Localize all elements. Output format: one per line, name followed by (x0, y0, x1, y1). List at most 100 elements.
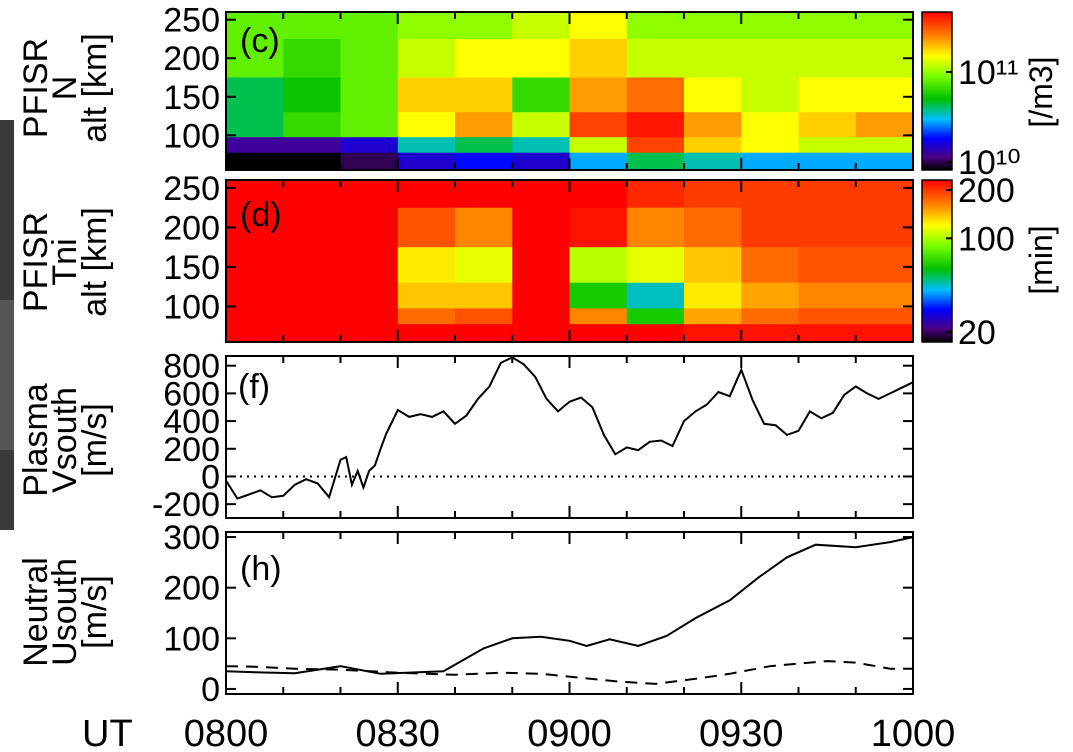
ylabel-line: Tni (46, 238, 84, 285)
heat-cell (340, 207, 399, 248)
heat-cell (626, 12, 685, 40)
heat-cell (397, 39, 456, 78)
heat-cell (626, 137, 685, 154)
heat-cell (855, 112, 914, 138)
heat-cell (855, 137, 914, 154)
heat-cell (455, 207, 513, 248)
ylabel-line: Plasma (17, 383, 55, 496)
heat-cell (626, 152, 685, 171)
ylabel-line: alt [km] (76, 33, 114, 143)
heat-cell (798, 324, 857, 343)
heat-cell (340, 39, 399, 78)
series-line-dashed (225, 660, 913, 685)
heat-cell (684, 152, 742, 171)
heat-cell (626, 39, 685, 78)
time-axis: UT 0800 0830 0900 0930 1000 (82, 12, 955, 752)
heat-cell (741, 137, 800, 154)
heat-cell (226, 282, 284, 309)
heat-cell (684, 137, 742, 154)
ylabel-line: N (46, 76, 84, 101)
heat-cell (283, 112, 342, 138)
colorbar-d-ticks: 200 100 20 (946, 172, 1015, 352)
colorbar-tick-label: 200 (958, 172, 1015, 210)
heat-cell (226, 112, 284, 138)
heat-cell (397, 247, 456, 284)
heat-cell (741, 247, 800, 284)
heat-cell (569, 152, 628, 171)
heat-cell (798, 137, 857, 154)
ytick-label: 250 (163, 2, 220, 40)
heat-cell (283, 207, 342, 248)
heat-cell (455, 152, 513, 171)
heat-cell (798, 39, 857, 78)
heat-cell (512, 324, 571, 343)
heat-cell (226, 324, 284, 343)
heat-cell (283, 180, 342, 209)
heat-cell (569, 207, 628, 248)
heat-cell (512, 207, 571, 248)
heat-cell (340, 324, 399, 343)
heat-cell (684, 77, 742, 113)
heat-cell (569, 308, 628, 325)
ytick-label: 0 (201, 458, 220, 496)
heat-cell (455, 282, 513, 309)
heat-cell (741, 308, 800, 325)
heat-cell (512, 12, 571, 40)
heat-cell (684, 180, 742, 209)
heat-cell (397, 112, 456, 138)
heat-cell (798, 180, 857, 209)
heatmap-c (226, 12, 914, 171)
heat-cell (741, 282, 800, 309)
heat-cell (798, 152, 857, 171)
heat-cell (684, 247, 742, 284)
heat-cell (226, 308, 284, 325)
heat-cell (855, 12, 914, 40)
heat-cell (397, 77, 456, 113)
heat-cell (226, 180, 284, 209)
heat-cell (283, 12, 342, 40)
heat-cell (340, 137, 399, 154)
heat-cell (569, 324, 628, 343)
heat-cell (741, 112, 800, 138)
heat-cell (626, 180, 685, 209)
colorbar-tick-label: 10¹⁰ (958, 144, 1021, 182)
ylabel-line: [m/s] (76, 403, 114, 477)
ylabel-line: Vsouth (46, 387, 84, 493)
heat-cell (455, 137, 513, 154)
heat-cell (340, 180, 399, 209)
ytick-label: 100 (163, 288, 220, 326)
heat-cell (684, 112, 742, 138)
heat-cell (226, 77, 284, 113)
colorbar-tick-label: 100 (958, 220, 1015, 258)
time-tick-label: 0900 (527, 713, 612, 752)
ytick-label: 250 (163, 170, 220, 208)
background-photo (0, 120, 14, 530)
colorbar-d (921, 179, 953, 343)
lines-f (225, 356, 914, 500)
time-ticks: 0800 0830 0900 0930 1000 (184, 12, 955, 752)
heat-cell (455, 180, 513, 209)
heat-cell (684, 207, 742, 248)
heat-cell (283, 152, 342, 171)
time-tick-label: 0800 (184, 713, 269, 752)
heat-cell (340, 308, 399, 325)
heat-cell (741, 77, 800, 113)
ylabel-line: alt [km] (76, 207, 114, 317)
heat-cell (569, 39, 628, 78)
ytick-label: 100 (163, 117, 220, 155)
heat-cell (340, 152, 399, 171)
time-tick-label: 0930 (699, 713, 784, 752)
colorbar-c-ticks: 10¹¹ 10¹⁰ (946, 54, 1021, 182)
heat-cell (626, 282, 685, 309)
heat-cell (455, 324, 513, 343)
heat-cell (855, 180, 914, 209)
heat-cell (512, 77, 571, 113)
colorbar-label-c: [/m3] (1023, 56, 1059, 127)
heat-cell (455, 77, 513, 113)
